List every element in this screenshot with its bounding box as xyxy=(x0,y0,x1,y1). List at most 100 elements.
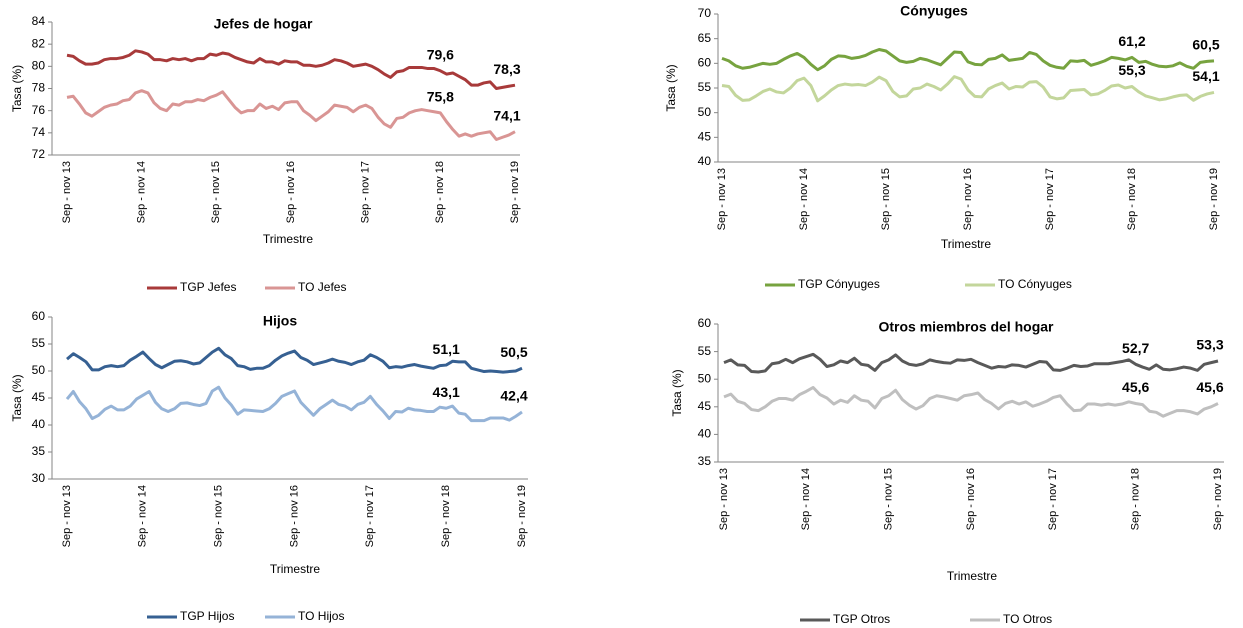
x-tick-label: Sep - nov 17 xyxy=(1044,168,1056,230)
legend-label: TO Cónyuges xyxy=(998,277,1072,291)
data-label: 45,6 xyxy=(1122,379,1149,395)
x-tick-label: Sep - nov 18 xyxy=(434,161,446,223)
x-tick-label: Sep - nov 17 xyxy=(1047,468,1059,530)
x-tick-label: Sep - nov 13 xyxy=(61,485,73,547)
y-axis-label: Tasa (%) xyxy=(10,65,24,112)
data-label: 42,4 xyxy=(500,388,527,404)
y-tick-label: 72 xyxy=(32,147,46,161)
x-tick-label: Sep - nov 13 xyxy=(718,468,730,530)
x-tick-label: Sep - nov 17 xyxy=(360,161,372,223)
chart-title: Cónyuges xyxy=(900,3,968,19)
x-tick-label: Sep - nov 19 xyxy=(1212,468,1224,530)
data-label: 61,2 xyxy=(1118,33,1145,49)
chart-title: Hijos xyxy=(263,313,297,329)
y-tick-label: 65 xyxy=(698,31,712,45)
y-tick-label: 84 xyxy=(32,14,46,28)
y-axis-label: Tasa (%) xyxy=(670,369,684,416)
x-tick-label: Sep - nov 16 xyxy=(962,168,974,230)
y-tick-label: 35 xyxy=(32,444,46,458)
series-line xyxy=(721,48,1215,72)
y-tick-label: 74 xyxy=(32,125,46,139)
x-tick-label: Sep - nov 19 xyxy=(516,485,528,547)
y-tick-label: 50 xyxy=(698,371,712,385)
series-line xyxy=(66,346,523,374)
series-line xyxy=(723,352,1219,374)
legend-label: TO Otros xyxy=(1003,612,1052,626)
x-tick-label: Sep - nov 15 xyxy=(213,485,225,547)
series-line xyxy=(723,385,1219,418)
x-axis-label: Trimestre xyxy=(941,237,992,251)
y-tick-label: 45 xyxy=(32,390,46,404)
x-tick-label: Sep - nov 14 xyxy=(136,161,148,223)
y-axis-label: Tasa (%) xyxy=(10,374,24,421)
y-tick-label: 78 xyxy=(32,81,46,95)
x-tick-label: Sep - nov 19 xyxy=(509,161,521,223)
legend-label: TO Jefes xyxy=(298,280,346,294)
x-tick-label: Sep - nov 16 xyxy=(288,485,300,547)
y-tick-label: 60 xyxy=(32,309,46,323)
y-tick-label: 76 xyxy=(32,103,46,117)
series-line xyxy=(66,49,516,90)
data-label: 54,1 xyxy=(1192,68,1219,84)
legend-label: TGP Hijos xyxy=(180,609,234,623)
x-axis-label: Trimestre xyxy=(947,569,998,583)
x-tick-label: Sep - nov 18 xyxy=(440,485,452,547)
x-tick-label: Sep - nov 13 xyxy=(716,168,728,230)
y-tick-label: 45 xyxy=(698,130,712,144)
y-tick-label: 40 xyxy=(32,417,46,431)
y-tick-label: 50 xyxy=(32,363,46,377)
chart-title: Otros miembros del hogar xyxy=(878,319,1054,335)
data-label: 43,1 xyxy=(433,384,460,400)
x-tick-label: Sep - nov 18 xyxy=(1130,468,1142,530)
data-label: 75,8 xyxy=(427,89,454,105)
y-tick-label: 30 xyxy=(32,471,46,485)
chart-title: Jefes de hogar xyxy=(214,16,313,32)
data-label: 79,6 xyxy=(427,46,454,62)
data-label: 74,1 xyxy=(493,107,520,123)
x-tick-label: Sep - nov 19 xyxy=(1208,168,1220,230)
legend-label: TGP Jefes xyxy=(180,280,236,294)
x-tick-label: Sep - nov 13 xyxy=(61,161,73,223)
y-tick-label: 60 xyxy=(698,56,712,70)
x-tick-label: Sep - nov 18 xyxy=(1126,168,1138,230)
data-label: 45,6 xyxy=(1196,379,1223,395)
y-tick-label: 45 xyxy=(698,399,712,413)
data-label: 52,7 xyxy=(1122,340,1149,356)
y-tick-label: 80 xyxy=(32,59,46,73)
y-tick-label: 82 xyxy=(32,36,46,50)
x-tick-label: Sep - nov 14 xyxy=(800,468,812,530)
y-tick-label: 60 xyxy=(698,316,712,330)
data-label: 51,1 xyxy=(433,341,460,357)
data-label: 53,3 xyxy=(1196,337,1223,353)
series-line xyxy=(65,385,523,423)
y-axis-label: Tasa (%) xyxy=(664,64,678,111)
y-tick-label: 55 xyxy=(698,344,712,358)
legend-label: TGP Cónyuges xyxy=(798,277,880,291)
y-tick-label: 55 xyxy=(32,336,46,350)
series-line xyxy=(66,89,516,141)
y-tick-label: 70 xyxy=(698,6,712,20)
legend-label: TO Hijos xyxy=(298,609,344,623)
x-tick-label: Sep - nov 16 xyxy=(965,468,977,530)
x-tick-label: Sep - nov 15 xyxy=(210,161,222,223)
data-label: 55,3 xyxy=(1118,62,1145,78)
legend-label: TGP Otros xyxy=(833,612,890,626)
data-label: 60,5 xyxy=(1192,37,1219,53)
x-tick-label: Sep - nov 17 xyxy=(364,485,376,547)
x-tick-label: Sep - nov 16 xyxy=(285,161,297,223)
y-tick-label: 40 xyxy=(698,154,712,168)
y-tick-label: 35 xyxy=(698,454,712,468)
x-axis-label: Trimestre xyxy=(270,562,321,576)
data-label: 78,3 xyxy=(493,61,520,77)
data-label: 50,5 xyxy=(500,344,527,360)
x-tick-label: Sep - nov 14 xyxy=(798,168,810,230)
series-line xyxy=(721,75,1215,103)
x-tick-label: Sep - nov 14 xyxy=(137,485,149,547)
x-tick-label: Sep - nov 15 xyxy=(883,468,895,530)
y-tick-label: 50 xyxy=(698,105,712,119)
x-axis-label: Trimestre xyxy=(263,232,314,246)
y-tick-label: 40 xyxy=(698,427,712,441)
x-tick-label: Sep - nov 15 xyxy=(880,168,892,230)
